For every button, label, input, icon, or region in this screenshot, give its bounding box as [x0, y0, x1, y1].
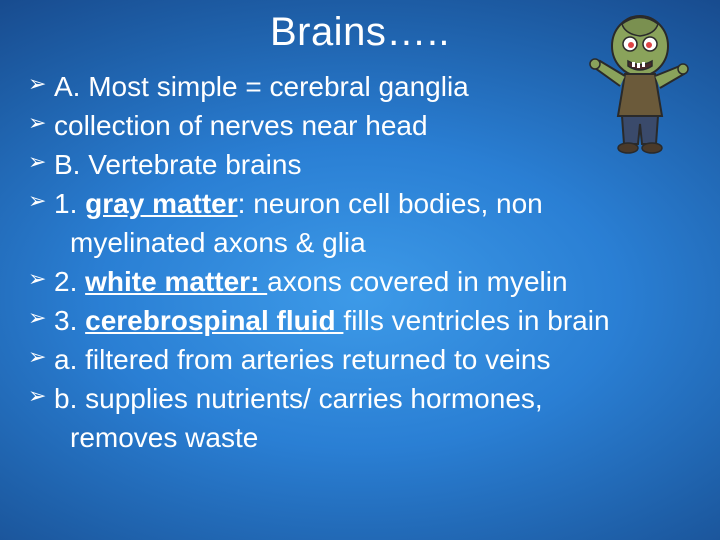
bullet-text: 1. — [54, 188, 85, 219]
bullet-item: 1. gray matter: neuron cell bodies, non — [28, 186, 692, 223]
bullet-item: B. Vertebrate brains — [28, 147, 692, 184]
bullet-continuation: removes waste — [28, 420, 692, 457]
bullet-text: axons covered in myelin — [267, 266, 567, 297]
bullet-text: a. filtered from arteries returned to ve… — [54, 344, 550, 375]
bullet-text: b. supplies nutrients/ carries hormones, — [54, 383, 543, 414]
bullet-item: collection of nerves near head — [28, 108, 692, 145]
bullet-item: 3. cerebrospinal fluid fills ventricles … — [28, 303, 692, 340]
bullet-text: : neuron cell bodies, non — [238, 188, 543, 219]
bullet-text: fills ventricles in brain — [343, 305, 609, 336]
slide-container: Brains….. A. Most simple = cerebral gang… — [0, 0, 720, 540]
bullet-list: 2. white matter: axons covered in myelin… — [28, 264, 692, 418]
bullet-term: cerebrospinal fluid — [85, 305, 343, 336]
bullet-item: a. filtered from arteries returned to ve… — [28, 342, 692, 379]
bullet-item: b. supplies nutrients/ carries hormones, — [28, 381, 692, 418]
bullet-text: collection of nerves near head — [54, 110, 428, 141]
bullet-text: B. Vertebrate brains — [54, 149, 301, 180]
bullet-term: white matter: — [85, 266, 267, 297]
bullet-continuation: myelinated axons & glia — [28, 225, 692, 262]
bullet-text: A. Most simple = cerebral ganglia — [54, 71, 469, 102]
bullet-item: 2. white matter: axons covered in myelin — [28, 264, 692, 301]
bullet-term: gray matter — [85, 188, 238, 219]
bullet-text: 2. — [54, 266, 85, 297]
bullet-item: A. Most simple = cerebral ganglia — [28, 69, 692, 106]
bullet-text: 3. — [54, 305, 85, 336]
